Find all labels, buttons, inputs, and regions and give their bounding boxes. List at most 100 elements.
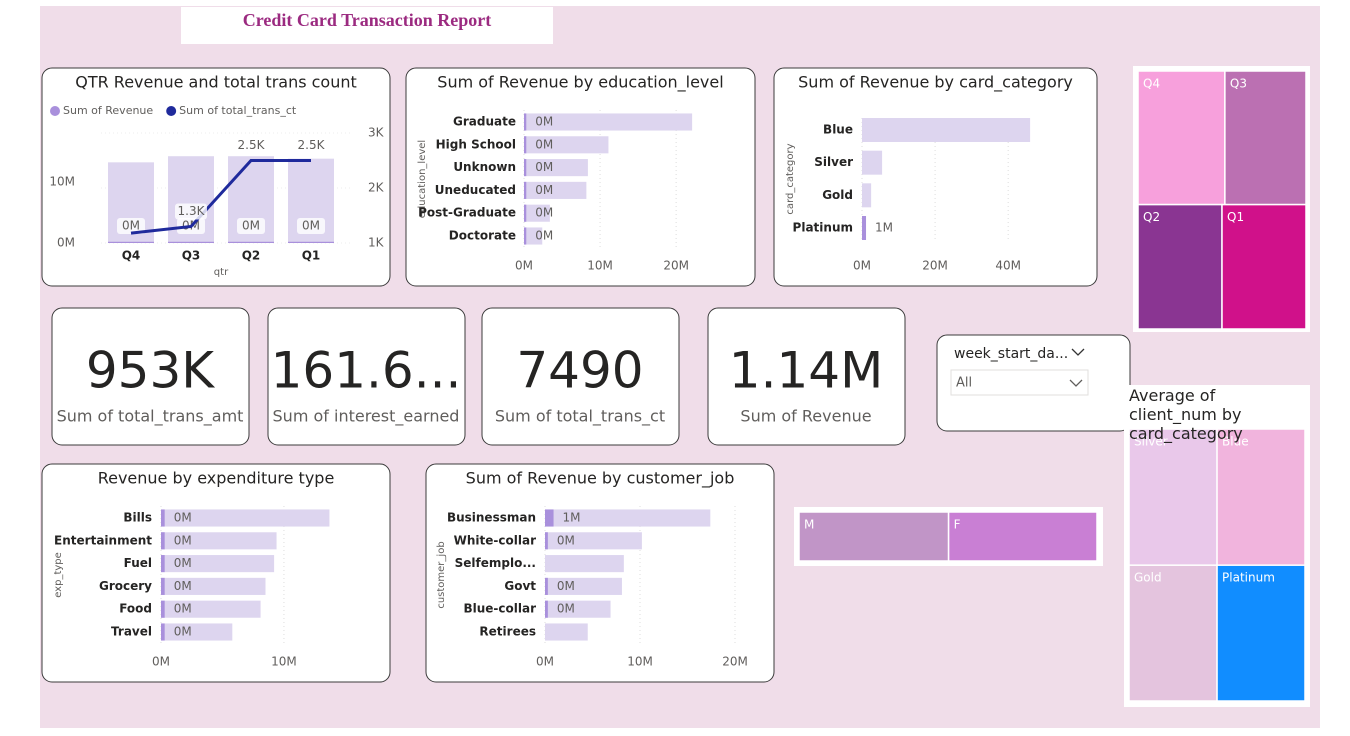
chevron-icon	[1071, 348, 1085, 356]
x-tick-label: 0M	[152, 655, 170, 669]
data-label: 0M	[535, 229, 553, 243]
data-label: 1M	[563, 511, 581, 525]
data-label: 1M	[875, 221, 893, 235]
data-label: 0M	[302, 219, 320, 233]
y-tick-label: High School	[436, 137, 516, 151]
x-tick-label: 10M	[587, 259, 613, 273]
y-tick-label: Graduate	[453, 115, 516, 129]
x-tick-label: Q1	[302, 249, 321, 263]
treemap-title: Average of client_num by card_category	[1129, 386, 1243, 443]
y-axis-title: customer_job	[436, 541, 447, 608]
y-tick-label: 0M	[57, 236, 75, 250]
bar-highlight	[524, 204, 527, 222]
bar	[545, 532, 642, 550]
kpi-value: 161.6...	[271, 342, 462, 400]
y-tick-label: Selfemplo...	[455, 556, 536, 570]
bar-highlight	[545, 509, 554, 527]
report-title: Credit Card Transaction Report	[243, 10, 491, 30]
bar-highlight	[524, 159, 527, 177]
bar	[545, 555, 624, 573]
treemap-label: Silver	[1134, 435, 1168, 449]
bar-highlight	[228, 241, 274, 243]
data-label: 0M	[122, 219, 140, 233]
bar-highlight	[161, 623, 165, 641]
label-bg	[117, 218, 145, 234]
chart-title: QTR Revenue and total trans count	[75, 73, 357, 92]
bar	[524, 181, 587, 199]
data-label: 0M	[535, 206, 553, 220]
y-tick-label: Silver	[814, 155, 853, 169]
bar	[545, 577, 622, 595]
treemap-tile	[1221, 203, 1307, 330]
data-label: 0M	[174, 533, 192, 547]
treemap-tile	[1128, 428, 1218, 566]
bar-highlight	[161, 577, 165, 595]
bar-highlight	[524, 113, 527, 131]
x-tick-label: 20M	[722, 655, 748, 669]
bar-highlight	[161, 555, 165, 573]
bar	[161, 623, 233, 641]
title-box	[181, 7, 553, 44]
bar	[862, 183, 872, 208]
legend-label: Sum of total_trans_ct	[179, 104, 297, 117]
kpi-label: Sum of interest_earned	[273, 407, 460, 427]
bar-highlight	[524, 181, 527, 199]
bar	[161, 555, 275, 573]
treemap-tile	[947, 511, 1098, 562]
bar-highlight	[545, 577, 548, 595]
treemap-label: Gold	[1134, 571, 1162, 585]
bar	[161, 577, 266, 595]
y-tick-label: Blue	[823, 123, 853, 137]
treemap-tile	[1137, 70, 1226, 206]
data-label: 2.5K	[298, 138, 326, 152]
treemap-label: Q3	[1230, 77, 1247, 91]
x-axis-title: qtr	[214, 267, 229, 278]
data-label: 0M	[557, 602, 575, 616]
kpi-label: Sum of Revenue	[740, 407, 871, 426]
data-label: 0M	[174, 602, 192, 616]
x-tick-label: 0M	[515, 259, 533, 273]
chart-title: Sum of Revenue by education_level	[437, 73, 723, 93]
y-tick-label: Grocery	[99, 579, 152, 593]
x-tick-label: Q3	[182, 249, 201, 263]
data-label: 0M	[535, 137, 553, 151]
treemap-label: Blue	[1222, 435, 1249, 449]
x-tick-label: Q4	[122, 249, 141, 263]
treemap-tile	[1216, 564, 1306, 702]
x-tick-label: 0M	[853, 259, 871, 273]
bar-highlight	[545, 600, 548, 618]
y-tick-label: 10M	[49, 174, 75, 188]
y-axis-title: exp_type	[53, 552, 64, 598]
bar	[524, 113, 693, 131]
y-tick-label: Post-Graduate	[418, 206, 516, 220]
bar-highlight	[161, 532, 165, 550]
label-bg	[237, 218, 265, 234]
kpi-label: Sum of total_trans_ct	[495, 407, 665, 427]
y2-tick-label: 3K	[368, 126, 385, 140]
bar	[862, 118, 1031, 142]
treemap-label: Q1	[1227, 210, 1244, 224]
x-tick-label: 40M	[995, 259, 1021, 273]
bar-highlight	[108, 241, 154, 243]
visual-panel	[773, 67, 1098, 287]
y2-tick-label: 1K	[368, 236, 385, 250]
y-tick-label: Fuel	[124, 556, 152, 570]
kpi-value: 7490	[516, 342, 643, 400]
legend-marker	[50, 106, 60, 116]
x-tick-label: 20M	[922, 259, 948, 273]
slicer-dropdown[interactable]	[950, 369, 1089, 396]
bar-highlight	[545, 532, 548, 550]
x-tick-label: 20M	[663, 259, 689, 273]
y-tick-label: Retirees	[479, 625, 536, 639]
treemap-tile	[1128, 564, 1218, 702]
data-label: 0M	[174, 579, 192, 593]
slicer-selection: All	[956, 376, 972, 391]
visual-panel	[707, 307, 906, 446]
data-label: 0M	[174, 511, 192, 525]
label-bg	[297, 218, 325, 234]
treemap-label: M	[804, 518, 814, 532]
data-label: 2.5K	[238, 138, 266, 152]
y-tick-label: Doctorate	[449, 229, 516, 243]
y-tick-label: Unknown	[453, 160, 516, 174]
y-tick-label: Entertainment	[54, 533, 152, 547]
